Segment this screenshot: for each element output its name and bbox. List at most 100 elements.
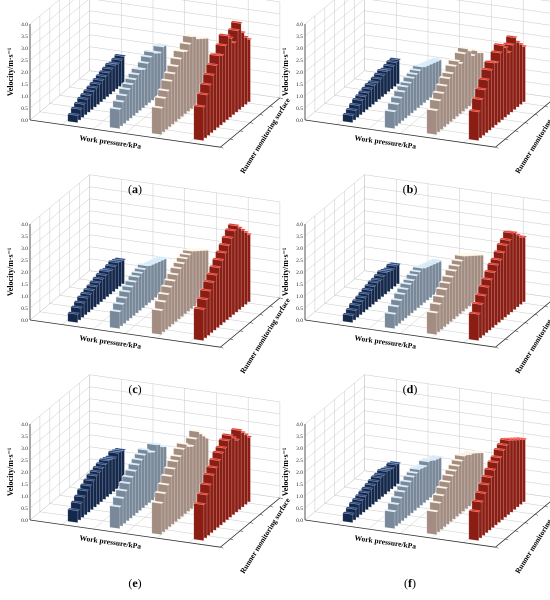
bar-top — [382, 267, 396, 271]
ztick-c-1 — [230, 338, 234, 341]
zlabel-d: Runner monitoring surface — [513, 296, 550, 375]
bar-top — [89, 469, 102, 473]
bar-top — [230, 20, 243, 24]
ylabel-a: Velocity/m·s⁻¹ — [6, 47, 15, 96]
bar-side — [193, 307, 205, 341]
bar-top — [364, 283, 377, 287]
bar-top — [389, 460, 402, 464]
bar-top — [143, 261, 156, 265]
bar-top — [112, 99, 125, 103]
ytick-label-c-8: 4.0 — [21, 222, 28, 228]
bar-top — [134, 266, 147, 270]
ytick-label-c-0: 0.0 — [21, 318, 28, 324]
series-b-1 — [384, 57, 444, 129]
bar-top — [390, 297, 403, 301]
bar-top — [468, 509, 481, 513]
bar-top — [379, 67, 392, 71]
bar-top — [79, 483, 93, 487]
caption-b: (b) — [402, 182, 418, 196]
ytick-label-b-2: 1.0 — [296, 94, 303, 100]
bar-top — [480, 67, 494, 71]
bar-top — [382, 466, 396, 470]
xlabel-e: Work pressure/kPa — [79, 533, 142, 551]
x-axis-b — [304, 119, 496, 148]
bar-f-1-0 — [384, 508, 397, 529]
bar-top — [361, 86, 374, 90]
ytick-label-f-1: 0.5 — [296, 506, 303, 512]
bar-top — [496, 442, 509, 446]
bar-top — [167, 272, 180, 276]
bar-top — [354, 295, 368, 299]
x-axis-e — [29, 519, 221, 548]
bar-top — [114, 447, 127, 451]
bar-top — [173, 446, 186, 450]
series-c-0 — [67, 257, 127, 323]
bar-f-2-0 — [426, 508, 439, 535]
bar-top — [463, 450, 476, 454]
gridline-y-7 — [304, 0, 550, 37]
bar-top — [448, 58, 461, 62]
bar-top — [409, 269, 422, 273]
bar-top — [474, 293, 487, 297]
bar-top — [143, 49, 156, 53]
bar-top — [435, 287, 448, 290]
bar-top — [409, 68, 422, 72]
ytick-label-e-6: 3.0 — [21, 446, 28, 452]
bar-a-0-0 — [67, 112, 80, 123]
bar-top — [92, 77, 105, 81]
bar-top — [76, 96, 89, 100]
bar-top — [67, 311, 80, 315]
bar-a-2-0 — [151, 105, 164, 135]
bar-top — [474, 87, 487, 91]
series-d-1 — [384, 258, 444, 329]
xlabel-c: Work pressure/kPa — [79, 333, 142, 351]
bar-top — [435, 485, 448, 489]
xlabel-a: Work pressure/kPa — [79, 133, 142, 151]
bar-e-0-0 — [67, 507, 80, 523]
ylabel-e: Velocity/m·s⁻¹ — [6, 447, 15, 496]
bar-side — [193, 503, 205, 541]
bar-top — [125, 279, 138, 283]
ytick-label-b-3: 1.5 — [296, 82, 303, 88]
ytick-label-f-6: 3.0 — [296, 446, 303, 452]
bar-top — [98, 269, 111, 272]
bar-top — [389, 57, 402, 61]
bar-top — [151, 105, 164, 109]
bar-top — [403, 278, 416, 282]
ytick-label-e-1: 0.5 — [21, 506, 28, 512]
bar-top — [484, 60, 497, 64]
ztick-c-4 — [259, 314, 264, 316]
series-f-3 — [468, 436, 528, 541]
bar-top — [109, 106, 122, 110]
bar-top — [348, 501, 361, 505]
bar-top — [442, 274, 455, 278]
bar-top — [428, 259, 441, 263]
bar-top — [149, 258, 163, 262]
bar-top — [193, 306, 206, 310]
ytick-label-d-3: 1.5 — [296, 282, 303, 288]
bar-top — [345, 107, 358, 111]
bar-top — [435, 83, 448, 87]
ztick-a-1 — [230, 138, 234, 141]
zlabel-f: Runner monitoring surface — [513, 496, 550, 575]
bar-top — [73, 300, 86, 304]
bar-top — [196, 92, 209, 96]
chart-svg-f: 0.0 0.5 1.0 1.5 2.0 2.5 3.0 3.5 4.0 Velocity/m·s⁻… — [281, 374, 550, 575]
bar-top — [426, 310, 439, 314]
bar-side — [67, 312, 79, 323]
bar-top — [230, 427, 243, 431]
bar-c-1-0 — [109, 308, 122, 329]
ztick-b-4 — [534, 114, 539, 116]
bar-top — [390, 495, 403, 499]
bar-top — [418, 62, 431, 66]
ztick-f-2 — [515, 530, 519, 533]
bar-top — [448, 463, 461, 467]
bar-side — [426, 109, 438, 135]
x-axis-f — [304, 519, 496, 548]
bar-top — [348, 102, 361, 106]
series-d-2 — [426, 252, 486, 335]
ytick-label-c-4: 2.0 — [21, 270, 28, 276]
bar-top — [79, 92, 93, 96]
bar-top — [182, 248, 195, 252]
bar-top — [457, 452, 470, 456]
